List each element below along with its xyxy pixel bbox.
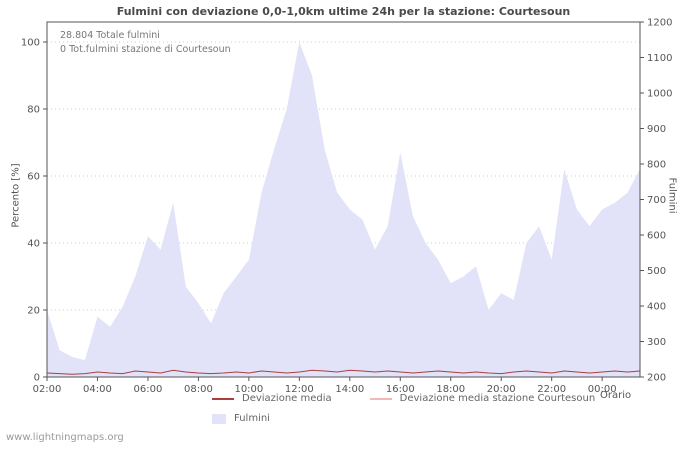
svg-text:100: 100 — [21, 38, 40, 49]
legend-label: Deviazione media — [242, 393, 332, 404]
svg-text:20: 20 — [27, 306, 40, 317]
legend-row-1: Deviazione media Deviazione media stazio… — [212, 393, 595, 404]
svg-text:20:00: 20:00 — [487, 384, 516, 395]
svg-text:80: 80 — [27, 105, 40, 116]
legend-row-2: Fulmini — [212, 413, 270, 424]
svg-text:300: 300 — [647, 337, 666, 348]
svg-text:40: 40 — [27, 239, 40, 250]
svg-text:08:00: 08:00 — [184, 384, 213, 395]
svg-text:500: 500 — [647, 266, 666, 277]
watermark-text: www.lightningmaps.org — [6, 432, 124, 443]
svg-text:18:00: 18:00 — [436, 384, 465, 395]
svg-text:10:00: 10:00 — [234, 384, 263, 395]
total-lightning-annotation: 28.804 Totale fulmini — [60, 30, 160, 41]
svg-text:400: 400 — [647, 302, 666, 313]
chart-title: Fulmini con deviazione 0,0-1,0km ultime … — [116, 5, 571, 18]
legend-item-deviazione-media: Deviazione media — [212, 393, 332, 404]
legend-label: Deviazione media stazione Courtesoun — [399, 393, 596, 404]
chart-annotations: 28.804 Totale fulmini 0 Tot.fulmini staz… — [60, 29, 231, 57]
legend-line-swatch-deviazione-media — [212, 397, 234, 400]
svg-text:06:00: 06:00 — [134, 384, 163, 395]
svg-text:1200: 1200 — [647, 18, 672, 29]
svg-text:1100: 1100 — [647, 53, 672, 64]
svg-text:600: 600 — [647, 231, 666, 242]
y-axis-label-left: Percento [%] — [10, 163, 22, 228]
svg-text:22:00: 22:00 — [537, 384, 566, 395]
svg-text:0: 0 — [34, 373, 40, 384]
svg-text:00:00: 00:00 — [588, 384, 617, 395]
legend-area-swatch-fulmini — [212, 413, 226, 424]
svg-text:14:00: 14:00 — [335, 384, 364, 395]
legend-line-swatch-deviazione-stazione — [369, 397, 392, 400]
svg-text:16:00: 16:00 — [386, 384, 415, 395]
svg-text:04:00: 04:00 — [83, 384, 112, 395]
svg-text:02:00: 02:00 — [33, 384, 62, 395]
svg-text:1000: 1000 — [647, 89, 672, 100]
y-axis-label-right: Fulmini — [666, 177, 678, 214]
station-lightning-annotation: 0 Tot.fulmini stazione di Courtesoun — [60, 44, 231, 55]
svg-text:12:00: 12:00 — [285, 384, 314, 395]
legend-item-deviazione-media-stazione: Deviazione media stazione Courtesoun — [369, 393, 596, 404]
legend-label: Fulmini — [234, 413, 270, 424]
svg-text:700: 700 — [647, 195, 666, 206]
legend-item-fulmini: Fulmini — [212, 413, 270, 424]
x-axis-label: Orario — [600, 390, 632, 401]
svg-text:60: 60 — [27, 172, 40, 183]
svg-text:900: 900 — [647, 124, 666, 135]
svg-text:200: 200 — [647, 373, 666, 384]
svg-text:800: 800 — [647, 160, 666, 171]
